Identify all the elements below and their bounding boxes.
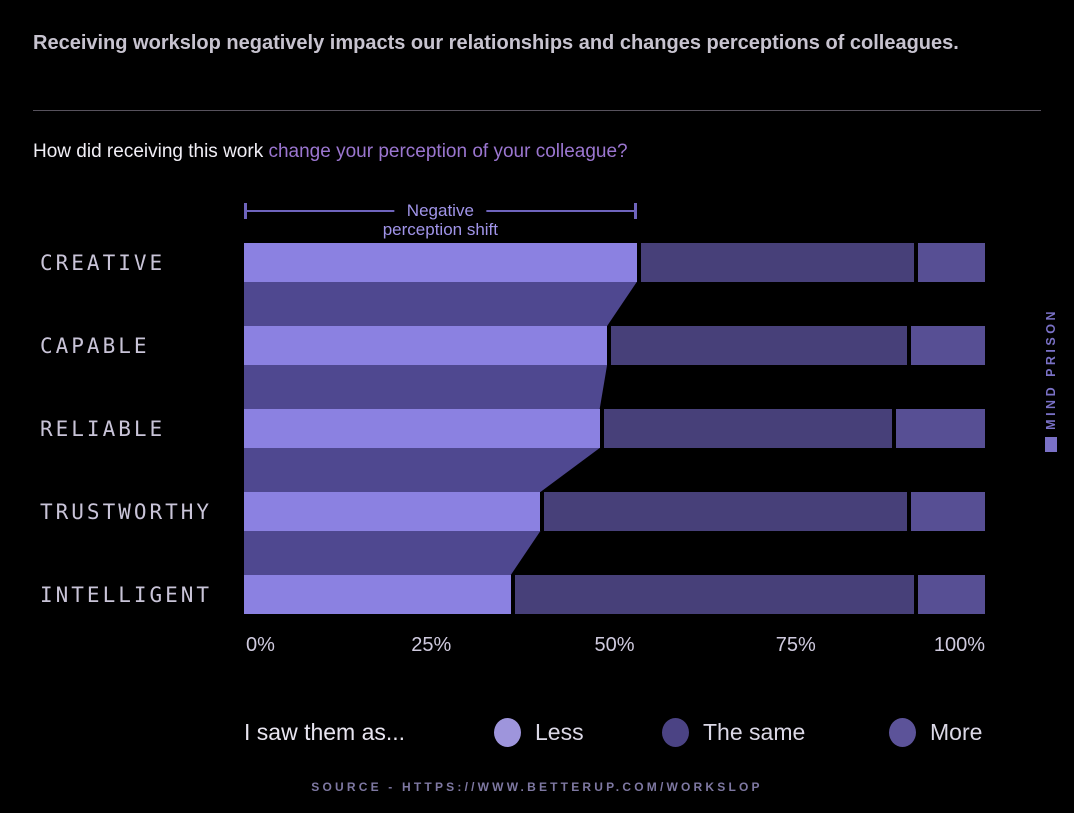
- segment-the-same: [544, 492, 907, 531]
- legend-label-more: More: [930, 718, 983, 745]
- x-tick-75: 75%: [775, 634, 816, 656]
- x-tick-0: 0%: [246, 634, 275, 656]
- category-label-intelligent: INTELLIGENT: [40, 582, 213, 607]
- source-attribution: SOURCE - HTTPS://WWW.BETTERUP.COM/WORKSL…: [311, 780, 763, 794]
- x-tick-100: 100%: [933, 634, 985, 656]
- page-title: Receiving workslop negatively impacts ou…: [33, 32, 959, 54]
- bar-row-trustworthy: [244, 492, 985, 531]
- segment-the-same: [611, 326, 907, 365]
- watermark: MIND PRISON: [1042, 308, 1060, 452]
- question-highlight: change your perception of your colleague…: [268, 141, 628, 162]
- legend-dot-less: [494, 717, 521, 747]
- header-divider: [33, 110, 1041, 111]
- bracket-label-line2: perception shift: [382, 220, 499, 239]
- legend-label-the-same: The same: [703, 718, 806, 745]
- legend-item-more: More: [889, 716, 982, 748]
- x-tick-25: 25%: [411, 634, 452, 656]
- bar-row-creative: [244, 243, 985, 282]
- legend-dot-more: [889, 717, 916, 747]
- category-label-creative: CREATIVE: [40, 250, 166, 275]
- category-label-reliable: RELIABLE: [40, 416, 166, 441]
- bracket-tick-left: [244, 203, 247, 219]
- watermark-square-icon: [1045, 436, 1057, 452]
- bar-row-reliable: [244, 409, 985, 448]
- category-label-trustworthy: TRUSTWORTHY: [40, 499, 213, 524]
- segment-more: [910, 326, 985, 365]
- flow-connector-1: [244, 365, 608, 409]
- legend-item-less: Less: [494, 716, 584, 748]
- flow-connector-3: [244, 531, 541, 575]
- negative-shift-bracket: Negative perception shift: [244, 198, 637, 242]
- segment-less: [244, 243, 637, 282]
- segment-more: [910, 492, 985, 531]
- bracket-tick-right: [633, 203, 637, 219]
- plot-area: Negative perception shift: [244, 198, 985, 668]
- bracket-label-line1: Negative: [394, 201, 486, 220]
- segment-the-same: [640, 243, 915, 282]
- segment-the-same: [514, 575, 915, 614]
- chart-question: How did receiving this work change your …: [33, 141, 628, 163]
- legend-label-less: Less: [535, 718, 584, 745]
- bar-rows: [244, 243, 985, 615]
- question-prefix: How did receiving this work: [33, 141, 269, 162]
- flow-connector-0: [244, 282, 637, 326]
- bar-row-intelligent: [244, 575, 985, 614]
- segment-less: [244, 409, 600, 448]
- segment-more: [896, 409, 985, 448]
- segment-less: [244, 492, 541, 531]
- flow-connector-2: [244, 448, 600, 492]
- x-tick-50: 50%: [594, 634, 635, 656]
- segment-less: [244, 575, 511, 614]
- bar-row-capable: [244, 326, 985, 365]
- x-axis: 0% 25% 50% 75% 100%: [244, 634, 985, 660]
- legend-item-the-same: The same: [662, 716, 805, 748]
- legend-dot-the-same: [662, 717, 689, 747]
- legend-prompt: I saw them as...: [244, 719, 406, 745]
- segment-more: [918, 575, 985, 614]
- watermark-text: MIND PRISON: [1044, 308, 1058, 430]
- segment-more: [918, 243, 985, 282]
- category-label-capable: CAPABLE: [40, 333, 150, 358]
- segment-less: [244, 326, 608, 365]
- segment-the-same: [603, 409, 893, 448]
- bracket-label: Negative perception shift: [383, 201, 498, 239]
